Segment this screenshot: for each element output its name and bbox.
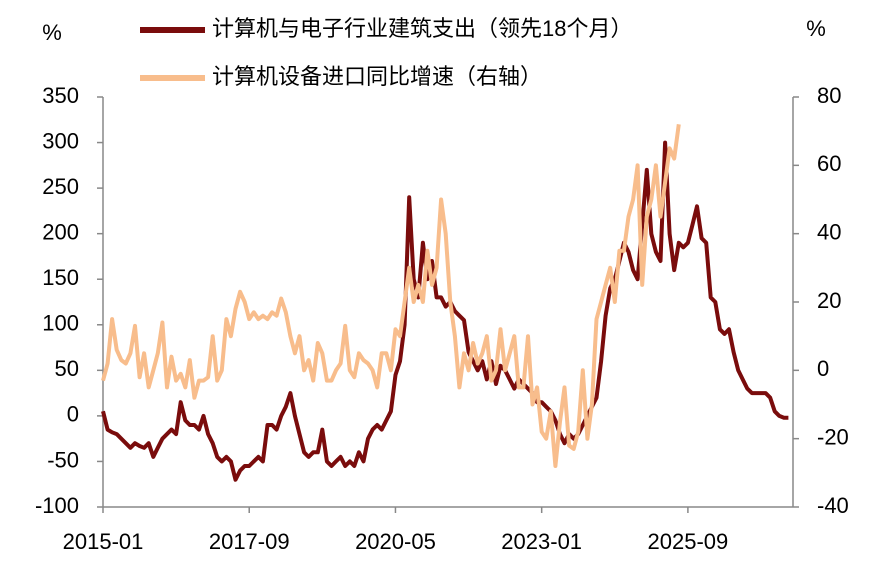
y2-tick-label: 0: [817, 356, 829, 381]
line-series: [101, 140, 789, 482]
x-tick-label: 2017-09: [209, 529, 290, 554]
y2-tick-label: -20: [817, 424, 849, 449]
legend-label: 计算机与电子行业建筑支出（领先18个月）: [212, 16, 632, 41]
y-axis-label: %: [42, 20, 62, 45]
y-tick-label: 350: [42, 83, 79, 108]
y2-tick-label: -40: [817, 493, 849, 518]
y-tick-label: 150: [42, 265, 79, 290]
legend-label: 计算机设备进口同比增速（右轴）: [212, 64, 542, 89]
y2-axis-label: %: [806, 16, 826, 41]
x-tick-label: 2015-01: [63, 529, 144, 554]
y-tick-label: 100: [42, 311, 79, 336]
y-tick-label: -100: [35, 493, 79, 518]
y-tick-label: -50: [47, 447, 79, 472]
line-series: [101, 124, 681, 468]
y2-tick-label: 60: [817, 151, 841, 176]
y-tick-label: 250: [42, 174, 79, 199]
x-tick-label: 2020-05: [355, 529, 436, 554]
y-tick-label: 0: [67, 402, 79, 427]
y-tick-label: 200: [42, 219, 79, 244]
x-tick-label: 2023-01: [501, 529, 582, 554]
y2-tick-label: 40: [817, 219, 841, 244]
y-tick-label: 50: [55, 356, 79, 381]
y2-tick-label: 20: [817, 288, 841, 313]
y2-tick-label: 80: [817, 83, 841, 108]
x-tick-label: 2025-09: [648, 529, 729, 554]
y-tick-label: 300: [42, 128, 79, 153]
